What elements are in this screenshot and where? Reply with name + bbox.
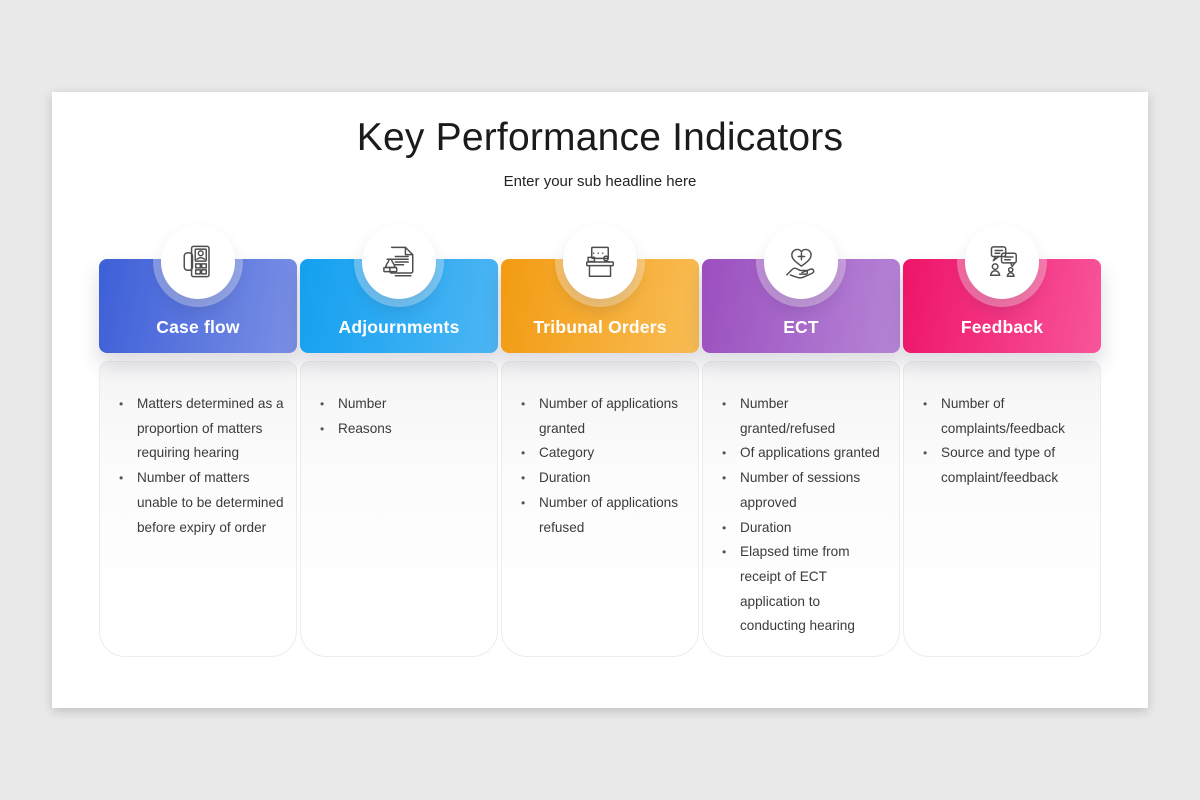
kpi-column: Feedback • Number of complaints/feedback •… [903,225,1101,657]
page-title: Key Performance Indicators [356,116,844,159]
column-header: Tribunal Orders [501,259,699,353]
bullet-icon: • [722,397,727,411]
bullet-icon: • [722,520,727,535]
bullet-icon: • [923,397,928,411]
kpi-item-text: Number of complaints/feedback [941,396,1065,436]
kpi-item-text: Number of applications granted [539,396,679,436]
kpi-column: ECT • Number granted/refused • Of applicati… [702,225,900,657]
bullet-icon: • [119,471,124,486]
column-label: Feedback [960,317,1044,337]
kpi-item: • Number of matters unable to be determin… [116,466,284,540]
kpi-item: • Number of applications refused [518,491,686,540]
bullet-icon: • [119,397,124,411]
kpi-item-text: Duration [740,519,792,535]
kpi-column: Case flow • Matters determined as a propo… [99,225,297,657]
kpi-item-text: Number of applications refused [539,494,679,535]
kpi-item: • Source and type of complaint/feedback [920,441,1088,490]
kpi-item-text: Elapsed time from receipt of ECT applica… [740,544,855,634]
kpi-item-text: Reasons [338,420,392,436]
kpi-item-text: Source and type of complaint/feedback [941,445,1059,486]
bullet-icon: • [923,446,928,461]
kpi-item: • Category [518,441,686,466]
slide: Key Performance Indicators Enter your su… [52,92,1148,708]
kpi-item: • Number granted/refused [719,392,887,441]
kpi-item: • Reasons [317,417,485,442]
columns-row: Case flow • Matters determined as a propo… [99,225,1101,657]
kpi-column: Tribunal Orders • Number of applications … [501,225,699,657]
column-icon-circle [161,225,235,299]
column-icon-circle [965,225,1039,299]
bullet-icon: • [722,471,727,486]
kpi-item: • Duration [518,466,686,491]
kpi-column: Adjournments • Number • Reasons [300,225,498,657]
kpi-item-text: Number [338,396,387,411]
bullet-icon: • [521,495,526,510]
feedback-chat-icon [980,240,1024,284]
gavel-document-icon [377,240,421,284]
kpi-item-text: Duration [539,470,591,486]
hand-heart-icon [779,240,823,284]
column-label: Tribunal Orders [533,317,667,337]
column-items: • Matters determined as a proportion of m… [100,362,296,540]
column-icon-circle [764,225,838,299]
column-items: • Number of applications granted • Category… [502,362,698,540]
column-icon-circle [362,225,436,299]
column-label: Adjournments [338,317,460,337]
column-items: • Number • Reasons [301,362,497,441]
kpi-item: • Number of complaints/feedback [920,392,1088,441]
kpi-item-text: Number granted/refused [740,396,836,436]
bullet-icon: • [722,446,727,461]
column-card: • Matters determined as a proportion of m… [99,361,297,657]
column-items: • Number of complaints/feedback • Source an… [904,362,1100,491]
page-subtitle: Enter your sub headline here [503,173,697,190]
column-items: • Number granted/refused • Of applications … [703,362,899,639]
column-card: • Number • Reasons [300,361,498,657]
column-label: ECT [783,317,819,337]
kpi-item: • Number of sessions approved [719,466,887,515]
kpi-item: • Of applications granted [719,441,887,466]
bullet-icon: • [320,421,325,436]
kpi-item-text: Number of sessions approved [740,470,861,510]
bullet-icon: • [521,471,526,486]
column-icon-circle [563,225,637,299]
kpi-item: • Duration [719,516,887,541]
bullet-icon: • [521,397,526,411]
kpi-item-text: Matters determined as a proportion of ma… [137,396,284,461]
column-card: • Number granted/refused • Of applications … [702,361,900,657]
kpi-item-text: Category [539,445,595,461]
kpi-item-text: Of applications granted [740,445,880,461]
case-file-icon [176,240,220,284]
kpi-item: • Number of applications granted [518,392,686,441]
kpi-item: • Number [317,392,485,417]
column-card: • Number of applications granted • Category… [501,361,699,657]
column-label: Case flow [156,317,240,337]
bullet-icon: • [320,397,325,411]
kpi-item: • Matters determined as a proportion of m… [116,392,284,466]
bullet-icon: • [521,446,526,461]
kpi-item: • Elapsed time from receipt of ECT applic… [719,540,887,639]
column-card: • Number of complaints/feedback • Source an… [903,361,1101,657]
bullet-icon: • [722,545,727,560]
kpi-item-text: Number of matters unable to be determine… [137,470,284,535]
tribunal-bench-icon [578,240,622,284]
column-header: Feedback [903,259,1101,353]
